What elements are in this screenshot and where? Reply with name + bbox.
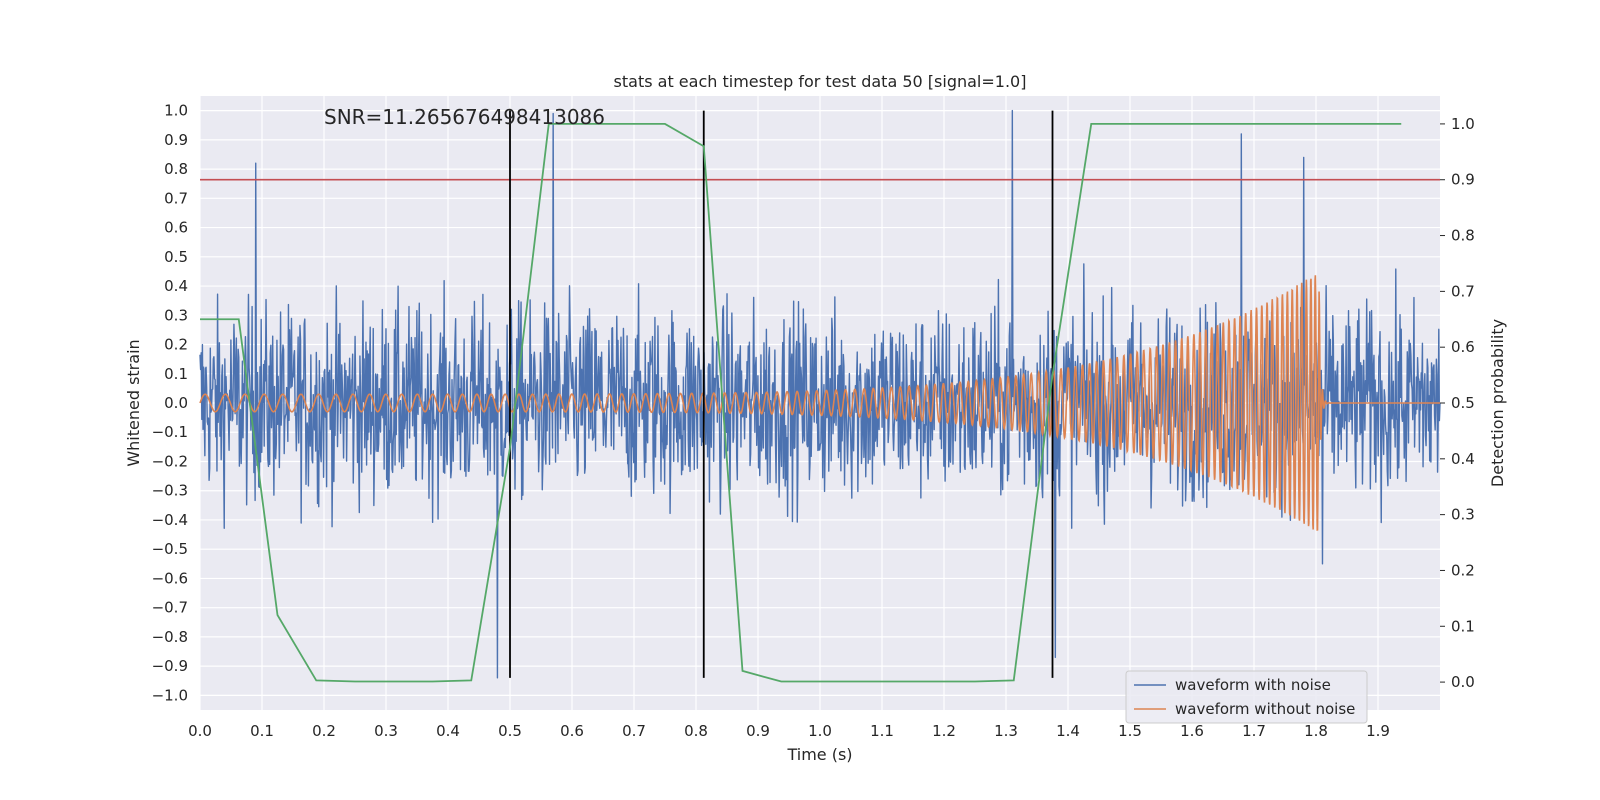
y2-tick-label: 0.1 bbox=[1451, 617, 1475, 635]
series-line-detection-probability bbox=[200, 123, 1402, 683]
x-axis-label: Time (s) bbox=[786, 745, 852, 764]
vline-layer bbox=[509, 110, 1054, 678]
y-tick-label: 0.7 bbox=[164, 189, 188, 207]
x-tick-label: 1.0 bbox=[808, 722, 832, 740]
y-tick-label: −0.3 bbox=[152, 482, 188, 500]
x-tick-label: 1.8 bbox=[1304, 722, 1328, 740]
y-tick-label: −0.5 bbox=[152, 540, 188, 558]
legend: waveform with noise waveform without noi… bbox=[1125, 670, 1368, 724]
y2-ticks: 0.0 0.1 0.2 0.3 0.4 0.5 0.6 0.7 0.8 0.9 1.0 bbox=[1440, 115, 1475, 691]
y-tick-label: −0.4 bbox=[152, 511, 188, 529]
x-tick-label: 0.2 bbox=[312, 722, 336, 740]
x-tick-label: 0.0 bbox=[188, 722, 212, 740]
legend-box bbox=[1125, 670, 1368, 724]
series-line-waveform-without-noise bbox=[199, 275, 1440, 531]
y-tick-label: −0.1 bbox=[152, 423, 188, 441]
y2-tick-label: 1.0 bbox=[1451, 115, 1475, 133]
y-tick-label: −0.6 bbox=[152, 569, 188, 587]
y-tick-label: 0.2 bbox=[164, 336, 188, 354]
clean-series-layer bbox=[199, 275, 1440, 531]
y-tick-label: 0.1 bbox=[164, 365, 188, 383]
legend-label-noisy: waveform with noise bbox=[1175, 676, 1331, 694]
x-tick-label: 1.7 bbox=[1242, 722, 1266, 740]
y-tick-label: 0.5 bbox=[164, 248, 188, 266]
y-tick-label: 0.8 bbox=[164, 160, 188, 178]
y-tick-label: −0.9 bbox=[152, 657, 188, 675]
y-tick-label: −1.0 bbox=[152, 686, 188, 704]
y2-tick-label: 0.5 bbox=[1451, 394, 1475, 412]
y-tick-label: 1.0 bbox=[164, 102, 188, 120]
x-tick-label: 0.9 bbox=[746, 722, 770, 740]
y-tick-label: 0.6 bbox=[164, 219, 188, 237]
x-tick-label: 1.4 bbox=[1056, 722, 1080, 740]
y2-tick-label: 0.9 bbox=[1451, 171, 1475, 189]
y-tick-label: −0.7 bbox=[152, 599, 188, 617]
x-tick-label: 1.2 bbox=[932, 722, 956, 740]
x-tick-label: 0.1 bbox=[250, 722, 274, 740]
x-tick-label: 0.3 bbox=[374, 722, 398, 740]
y2-tick-label: 0.0 bbox=[1451, 673, 1475, 691]
y2-tick-label: 0.3 bbox=[1451, 506, 1475, 524]
y2-tick-label: 0.7 bbox=[1451, 282, 1475, 300]
x-tick-label: 0.4 bbox=[436, 722, 460, 740]
y-tick-label: −0.8 bbox=[152, 628, 188, 646]
y2-axis-label: Detection probability bbox=[1488, 319, 1507, 487]
x-tick-label: 1.5 bbox=[1118, 722, 1142, 740]
y2-tick-label: 0.4 bbox=[1451, 450, 1475, 468]
x-tick-label: 0.5 bbox=[498, 722, 522, 740]
snr-annotation: SNR=11.265676498413086 bbox=[324, 105, 605, 129]
y-tick-label: 0.4 bbox=[164, 277, 188, 295]
y2-tick-label: 0.6 bbox=[1451, 338, 1475, 356]
y-tick-label: 0.3 bbox=[164, 306, 188, 324]
y-ticks: −1.0 −0.9 −0.8 −0.7 −0.6 −0.5 −0.4 −0.3 −0.2 −0.1… bbox=[152, 102, 188, 705]
x-tick-label: 1.6 bbox=[1180, 722, 1204, 740]
probability-series-layer bbox=[200, 123, 1402, 683]
x-tick-label: 1.9 bbox=[1366, 722, 1390, 740]
y-tick-label: 0.0 bbox=[164, 394, 188, 412]
x-tick-label: 0.6 bbox=[560, 722, 584, 740]
x-tick-label: 1.3 bbox=[994, 722, 1018, 740]
y-axis-label: Whitened strain bbox=[124, 339, 143, 466]
x-tick-label: 1.1 bbox=[870, 722, 894, 740]
y2-tick-label: 0.2 bbox=[1451, 561, 1475, 579]
chart-title: stats at each timestep for test data 50 … bbox=[614, 72, 1027, 91]
y-tick-label: 0.9 bbox=[164, 131, 188, 149]
x-ticks: 0.0 0.1 0.2 0.3 0.4 0.5 0.6 0.7 0.8 0.9 1.0 1.1 1.2 1… bbox=[188, 722, 1390, 740]
y-tick-label: −0.2 bbox=[152, 452, 188, 470]
x-tick-label: 0.8 bbox=[684, 722, 708, 740]
x-tick-label: 0.7 bbox=[622, 722, 646, 740]
legend-label-clean: waveform without noise bbox=[1175, 700, 1355, 718]
y2-tick-label: 0.8 bbox=[1451, 227, 1475, 245]
